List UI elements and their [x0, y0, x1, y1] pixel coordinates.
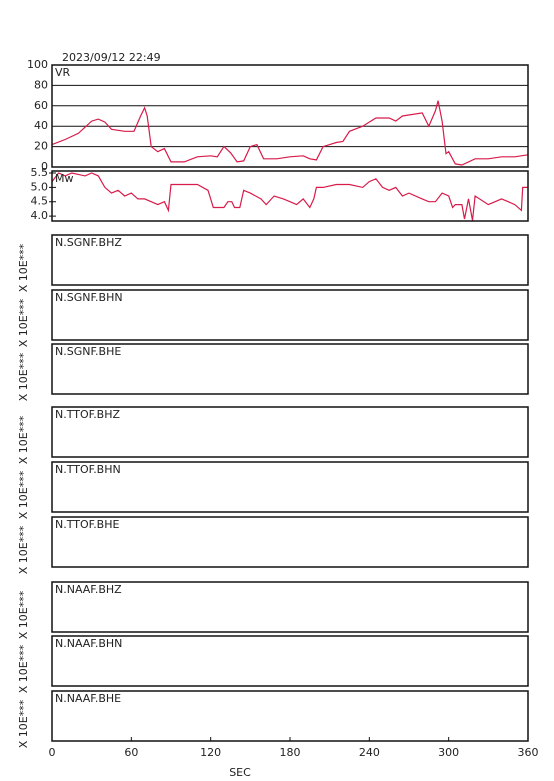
y-axis-label: X 10E*** [17, 590, 30, 639]
panel-frame [51, 690, 529, 742]
panel-frame [51, 461, 529, 513]
y-tick-label: 100 [27, 58, 48, 71]
y-tick-label: 20 [34, 140, 48, 153]
y-tick-label: 4.5 [31, 195, 49, 208]
data-line [51, 100, 529, 166]
panel-frame [51, 343, 529, 395]
y-axis-label: X 10E*** [17, 525, 30, 574]
series-label: Mw [55, 172, 74, 185]
y-tick-label: 0 [41, 160, 48, 173]
station-label: N.TTOF.BHE [55, 518, 120, 531]
panel-frame [51, 234, 529, 286]
y-axis-label: X 10E*** [17, 644, 30, 693]
x-tick-label: 300 [438, 746, 459, 759]
station-label: N.NAAF.BHN [55, 637, 122, 650]
y-axis-label: X 10E*** [17, 243, 30, 292]
data-line [51, 172, 528, 221]
x-tick-label: 180 [280, 746, 301, 759]
y-tick-label: 60 [34, 99, 48, 112]
station-label: N.NAAF.BHE [55, 692, 121, 705]
panel-frame [51, 289, 529, 341]
y-tick-label: 5.5 [31, 166, 49, 179]
y-axis-label: X 10E*** [17, 415, 30, 464]
panel-frame [51, 635, 529, 687]
y-tick-label: 4.0 [31, 209, 49, 222]
station-label: N.SGNF.BHE [55, 345, 121, 358]
station-label: N.TTOF.BHZ [55, 408, 121, 421]
panel-frame [51, 64, 529, 168]
panel-frame [51, 170, 529, 222]
x-tick-label: 60 [124, 746, 138, 759]
station-label: N.TTOF.BHN [55, 463, 121, 476]
x-tick-label: 360 [518, 746, 539, 759]
x-axis-label: SEC [229, 766, 251, 779]
station-label: N.NAAF.BHZ [55, 583, 122, 596]
panel-frame [51, 406, 529, 458]
panel-frame [51, 516, 529, 568]
x-tick-label: 120 [200, 746, 221, 759]
y-axis-label: X 10E*** [17, 699, 30, 748]
y-axis-label: X 10E*** [17, 298, 30, 347]
x-tick-label: 240 [359, 746, 380, 759]
y-tick-label: 5.0 [31, 180, 49, 193]
y-axis-label: X 10E*** [17, 352, 30, 401]
y-tick-label: 40 [34, 119, 48, 132]
panel-frame [51, 581, 529, 633]
y-axis-label: X 10E*** [17, 470, 30, 519]
station-label: N.SGNF.BHN [55, 291, 123, 304]
chart-title: 2023/09/12 22:49 [62, 51, 161, 64]
series-label: VR [55, 66, 71, 79]
station-label: N.SGNF.BHZ [55, 236, 122, 249]
y-tick-label: 80 [34, 78, 48, 91]
x-tick-label: 0 [49, 746, 56, 759]
